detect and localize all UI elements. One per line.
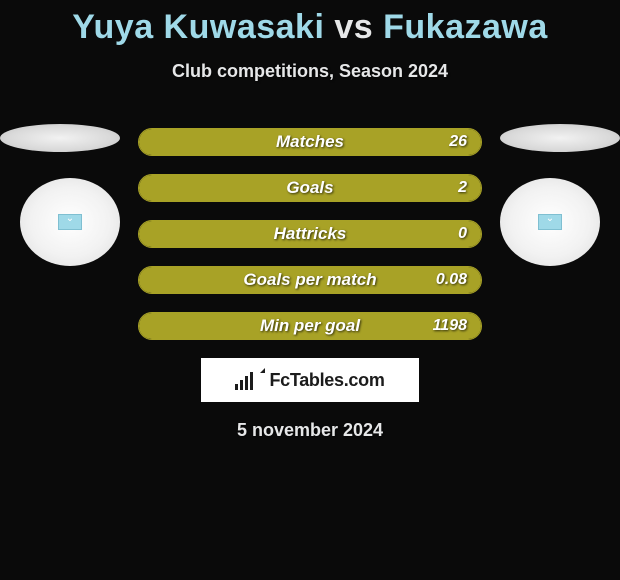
footer-date: 5 november 2024	[0, 420, 620, 441]
brand-box[interactable]: FcTables.com	[201, 358, 419, 402]
subtitle: Club competitions, Season 2024	[0, 61, 620, 82]
stat-label: Matches	[139, 132, 481, 152]
page-title: Yuya Kuwasaki vs Fukazawa	[0, 0, 620, 47]
stat-row: Hattricks 0	[138, 220, 482, 248]
stat-row: Goals 2	[138, 174, 482, 202]
avatar-placeholder-icon	[538, 214, 562, 230]
brand-text: FcTables.com	[269, 370, 384, 391]
stats-container: Matches 26 Goals 2 Hattricks 0 Goals per…	[138, 128, 482, 340]
player2-name: Fukazawa	[383, 8, 548, 46]
stat-value: 1198	[433, 317, 467, 335]
stat-row: Matches 26	[138, 128, 482, 156]
stat-label: Hattricks	[139, 224, 481, 244]
stat-label: Min per goal	[139, 316, 481, 336]
player2-avatar	[500, 178, 600, 266]
player1-avatar	[20, 178, 120, 266]
stat-row: Goals per match 0.08	[138, 266, 482, 294]
stat-value: 2	[458, 179, 467, 197]
player2-oval	[500, 124, 620, 152]
stat-row: Min per goal 1198	[138, 312, 482, 340]
player1-name: Yuya Kuwasaki	[72, 8, 324, 46]
stat-label: Goals	[139, 178, 481, 198]
avatar-placeholder-icon	[58, 214, 82, 230]
vs-text: vs	[334, 8, 373, 46]
stat-label: Goals per match	[139, 270, 481, 290]
stat-value: 0.08	[436, 271, 467, 289]
stat-value: 0	[458, 225, 467, 243]
brand-chart-icon	[235, 370, 263, 390]
player1-oval	[0, 124, 120, 152]
stat-value: 26	[449, 133, 467, 151]
